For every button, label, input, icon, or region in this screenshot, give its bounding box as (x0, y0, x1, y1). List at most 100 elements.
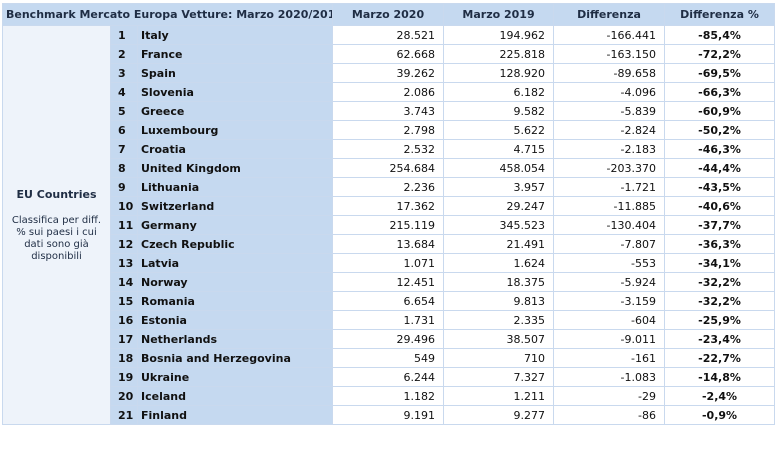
table-row: 20 Iceland 1.182 1.211 -29 -2,4% (2, 386, 776, 406)
table-row: 21 Finland 9.191 9.277 -86 -0,9% (2, 405, 776, 425)
rank-cell: 18 (110, 348, 138, 368)
country-cell: Ukraine (136, 367, 334, 387)
table-row: 7 Croatia 2.532 4.715 -2.183 -46,3% (2, 139, 776, 159)
differenza-pct-cell: -32,2% (664, 291, 776, 311)
table-row: 8 United Kingdom 254.684 458.054 -203.370 -44… (2, 158, 776, 178)
marzo-2019-cell: 7.327 (443, 367, 555, 387)
differenza-pct-cell: -85,4% (664, 25, 776, 45)
differenza-pct-cell: -46,3% (664, 139, 776, 159)
marzo-2019-cell: 345.523 (443, 215, 555, 235)
marzo-2019-cell: 128.920 (443, 63, 555, 83)
marzo-2020-cell: 12.451 (332, 272, 445, 292)
table-row: 12 Czech Republic 13.684 21.491 -7.807 -36,3% (2, 234, 776, 254)
country-cell: Germany (136, 215, 334, 235)
marzo-2020-cell: 1.182 (332, 386, 445, 406)
marzo-2020-cell: 1.071 (332, 253, 445, 273)
differenza-cell: -89.658 (553, 63, 666, 83)
marzo-2019-cell: 18.375 (443, 272, 555, 292)
marzo-2019-cell: 9.277 (443, 405, 555, 425)
table-row: 18 Bosnia and Herzegovina 549 710 -161 -22,7% (2, 348, 776, 368)
group-note: Classifica per diff. % sui paesi i cui d… (11, 214, 102, 262)
table-title: Benchmark Mercato Europa Vetture: Marzo … (1, 3, 334, 26)
table-row: 6 Luxembourg 2.798 5.622 -2.824 -50,2% (2, 120, 776, 140)
differenza-pct-cell: -25,9% (664, 310, 776, 330)
country-cell: Switzerland (136, 196, 334, 216)
table-row: 2 France 62.668 225.818 -163.150 -72,2% (2, 44, 776, 64)
benchmark-table-sheet: Benchmark Mercato Europa Vetture: Marzo … (1, 3, 776, 445)
table-row: 5 Greece 3.743 9.582 -5.839 -60,9% (2, 101, 776, 121)
differenza-cell: -2.183 (553, 139, 666, 159)
rank-cell: 17 (110, 329, 138, 349)
rank-cell: 15 (110, 291, 138, 311)
rank-cell: 1 (110, 25, 138, 45)
rank-cell: 19 (110, 367, 138, 387)
group-label: EU Countries (16, 187, 97, 201)
marzo-2019-cell: 4.715 (443, 139, 555, 159)
marzo-2020-cell: 62.668 (332, 44, 445, 64)
rank-cell: 11 (110, 215, 138, 235)
marzo-2020-cell: 39.262 (332, 63, 445, 83)
differenza-cell: -163.150 (553, 44, 666, 64)
marzo-2020-cell: 549 (332, 348, 445, 368)
differenza-pct-cell: -34,1% (664, 253, 776, 273)
marzo-2019-cell: 38.507 (443, 329, 555, 349)
marzo-2019-cell: 9.813 (443, 291, 555, 311)
differenza-pct-cell: -22,7% (664, 348, 776, 368)
country-cell: Bosnia and Herzegovina (136, 348, 334, 368)
marzo-2019-cell: 225.818 (443, 44, 555, 64)
group-cell: EU Countries Classifica per diff. % sui p… (2, 25, 111, 425)
country-cell: Lithuania (136, 177, 334, 197)
differenza-pct-cell: -72,2% (664, 44, 776, 64)
table-row: 4 Slovenia 2.086 6.182 -4.096 -66,3% (2, 82, 776, 102)
country-cell: Finland (136, 405, 334, 425)
differenza-cell: -1.083 (553, 367, 666, 387)
rank-cell: 14 (110, 272, 138, 292)
country-cell: Latvia (136, 253, 334, 273)
differenza-pct-cell: -50,2% (664, 120, 776, 140)
marzo-2020-cell: 2.236 (332, 177, 445, 197)
differenza-cell: -604 (553, 310, 666, 330)
differenza-pct-cell: -23,4% (664, 329, 776, 349)
marzo-2020-cell: 2.086 (332, 82, 445, 102)
marzo-2020-cell: 254.684 (332, 158, 445, 178)
differenza-cell: -203.370 (553, 158, 666, 178)
marzo-2019-cell: 29.247 (443, 196, 555, 216)
marzo-2020-cell: 13.684 (332, 234, 445, 254)
differenza-pct-cell: -69,5% (664, 63, 776, 83)
country-cell: Netherlands (136, 329, 334, 349)
marzo-2019-cell: 2.335 (443, 310, 555, 330)
table-row: 9 Lithuania 2.236 3.957 -1.721 -43,5% (2, 177, 776, 197)
country-cell: Slovenia (136, 82, 334, 102)
rank-cell: 13 (110, 253, 138, 273)
table-row: 17 Netherlands 29.496 38.507 -9.011 -23,4% (2, 329, 776, 349)
rank-cell: 16 (110, 310, 138, 330)
differenza-cell: -1.721 (553, 177, 666, 197)
benchmark-table: Benchmark Mercato Europa Vetture: Marzo … (1, 3, 776, 425)
rank-cell: 3 (110, 63, 138, 83)
differenza-cell: -9.011 (553, 329, 666, 349)
column-header-marzo-2019: Marzo 2019 (443, 3, 555, 26)
country-cell: Czech Republic (136, 234, 334, 254)
table-row: 3 Spain 39.262 128.920 -89.658 -69,5% (2, 63, 776, 83)
marzo-2019-cell: 1.624 (443, 253, 555, 273)
table-row: 16 Estonia 1.731 2.335 -604 -25,9% (2, 310, 776, 330)
differenza-cell: -11.885 (553, 196, 666, 216)
marzo-2020-cell: 29.496 (332, 329, 445, 349)
country-cell: United Kingdom (136, 158, 334, 178)
column-header-differenza: Differenza (553, 3, 666, 26)
rank-cell: 21 (110, 405, 138, 425)
marzo-2019-cell: 194.962 (443, 25, 555, 45)
column-header-marzo-2020: Marzo 2020 (332, 3, 445, 26)
column-header-differenza-pct: Differenza % (664, 3, 776, 26)
differenza-pct-cell: -37,7% (664, 215, 776, 235)
country-cell: Estonia (136, 310, 334, 330)
table-row: 14 Norway 12.451 18.375 -5.924 -32,2% (2, 272, 776, 292)
differenza-cell: -29 (553, 386, 666, 406)
rank-cell: 20 (110, 386, 138, 406)
marzo-2020-cell: 1.731 (332, 310, 445, 330)
differenza-pct-cell: -60,9% (664, 101, 776, 121)
differenza-cell: -3.159 (553, 291, 666, 311)
differenza-pct-cell: -44,4% (664, 158, 776, 178)
marzo-2020-cell: 2.532 (332, 139, 445, 159)
rank-cell: 7 (110, 139, 138, 159)
